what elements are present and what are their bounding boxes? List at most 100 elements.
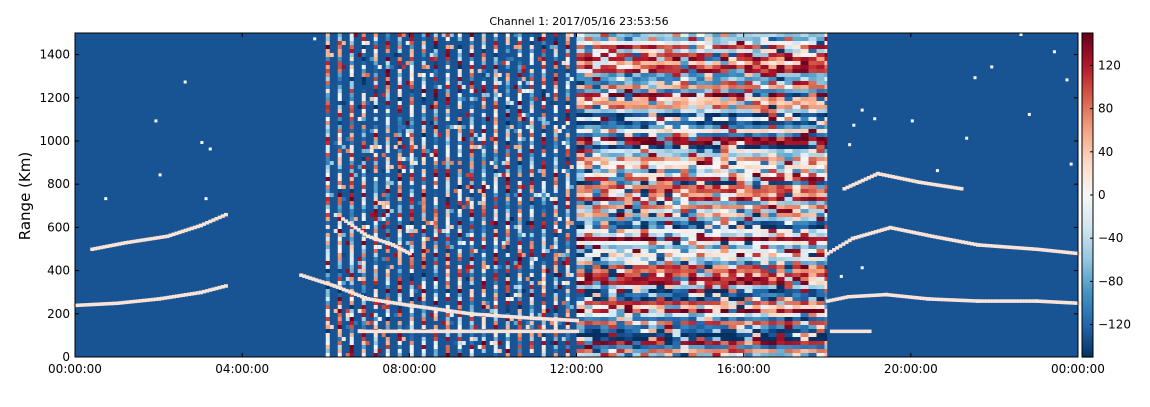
heatmap-cell (712, 253, 721, 257)
heatmap-cell (800, 173, 809, 177)
heatmap-cell (640, 41, 649, 45)
trace-cell (363, 329, 368, 334)
heatmap-cell (608, 329, 617, 333)
heatmap-cell (497, 265, 502, 269)
heatmap-cell (648, 105, 657, 109)
heatmap-cell (824, 337, 828, 341)
heatmap-cell (576, 313, 585, 317)
heatmap-cell (565, 113, 570, 117)
heatmap-cell (640, 297, 649, 301)
heatmap-cell (373, 85, 378, 89)
heatmap-cell (361, 201, 366, 205)
heatmap-cell (608, 69, 617, 73)
heatmap-cell (385, 321, 390, 325)
heatmap-cell (409, 257, 414, 261)
heatmap-cell (648, 245, 657, 249)
heatmap-cell (808, 77, 817, 81)
heatmap-cell (600, 73, 609, 77)
heatmap-cell (776, 285, 785, 289)
heatmap-cell (632, 197, 641, 201)
heatmap-cell (541, 269, 546, 273)
heatmap-cell (736, 273, 745, 277)
heatmap-cell (656, 125, 665, 129)
heatmap-cell (337, 65, 342, 69)
heatmap-cell (541, 49, 546, 53)
heatmap-cell (608, 317, 617, 321)
heatmap-cell (600, 261, 609, 265)
heatmap-cell (469, 229, 474, 233)
heatmap-cell (421, 293, 426, 297)
heatmap-cell (808, 233, 817, 237)
heatmap-cell (760, 85, 769, 89)
heatmap-cell (457, 201, 462, 205)
trace-cell (936, 235, 941, 240)
heatmap-cell (553, 77, 558, 81)
heatmap-cell (800, 229, 809, 233)
heatmap-cell (329, 325, 334, 329)
trace-cell (108, 243, 113, 248)
heatmap-cell (469, 101, 474, 105)
heatmap-cell (704, 185, 713, 189)
heatmap-cell (672, 285, 681, 289)
heatmap-cell (592, 65, 601, 69)
heatmap-cell (608, 169, 617, 173)
heatmap-cell (337, 145, 342, 149)
heatmap-cell (608, 325, 617, 329)
heatmap-cell (349, 97, 354, 101)
heatmap-cell (409, 121, 414, 125)
heatmap-cell (565, 185, 570, 189)
heatmap-cell (760, 141, 769, 145)
heatmap-cell (349, 229, 354, 233)
heatmap-cell (608, 89, 617, 93)
heatmap-cell (445, 297, 450, 301)
heatmap-cell (361, 225, 366, 229)
heatmap-cell (680, 165, 689, 169)
heatmap-cell (600, 217, 609, 221)
heatmap-cell (541, 309, 546, 313)
heatmap-cell (744, 153, 753, 157)
heatmap-cell (616, 313, 625, 317)
heatmap-cell (517, 305, 522, 309)
heatmap-cell (664, 341, 673, 345)
heatmap-cell (565, 101, 570, 105)
heatmap-cell (808, 217, 817, 221)
heatmap-cell (792, 225, 801, 229)
heatmap-cell (576, 241, 585, 245)
heatmap-cell (493, 221, 498, 225)
heatmap-cell (768, 313, 777, 317)
heatmap-cell (752, 197, 761, 201)
heatmap-cell (624, 209, 633, 213)
heatmap-cell (760, 285, 769, 289)
heatmap-cell (808, 201, 817, 205)
heatmap-cell (632, 229, 641, 233)
heatmap-cell (824, 173, 828, 177)
heatmap-cell (553, 165, 558, 169)
heatmap-cell (325, 57, 330, 61)
heatmap-cell (557, 321, 562, 325)
heatmap-cell (752, 257, 761, 261)
trace-cell (76, 303, 81, 308)
heatmap-cell (457, 229, 462, 233)
heatmap-cell (565, 177, 570, 181)
heatmap-cell (361, 109, 366, 113)
heatmap-cell (776, 261, 785, 265)
heatmap-cell (664, 253, 673, 257)
heatmap-cell (688, 297, 697, 301)
trace-cell (356, 228, 361, 232)
heatmap-cell (481, 281, 486, 285)
heatmap-cell (776, 53, 785, 57)
heatmap-cell (664, 285, 673, 289)
heatmap-cell (752, 313, 761, 317)
heatmap-cell (640, 157, 649, 161)
heatmap-cell (760, 245, 769, 249)
heatmap-cell (517, 157, 522, 161)
heatmap-cell (768, 277, 777, 281)
heatmap-cell (421, 233, 426, 237)
heatmap-cell (616, 217, 625, 221)
heatmap-cell (656, 245, 665, 249)
heatmap-cell (712, 205, 721, 209)
heatmap-cell (808, 277, 817, 281)
heatmap-cell (337, 333, 342, 337)
heatmap-cell (493, 45, 498, 49)
heatmap-cell (385, 33, 390, 37)
